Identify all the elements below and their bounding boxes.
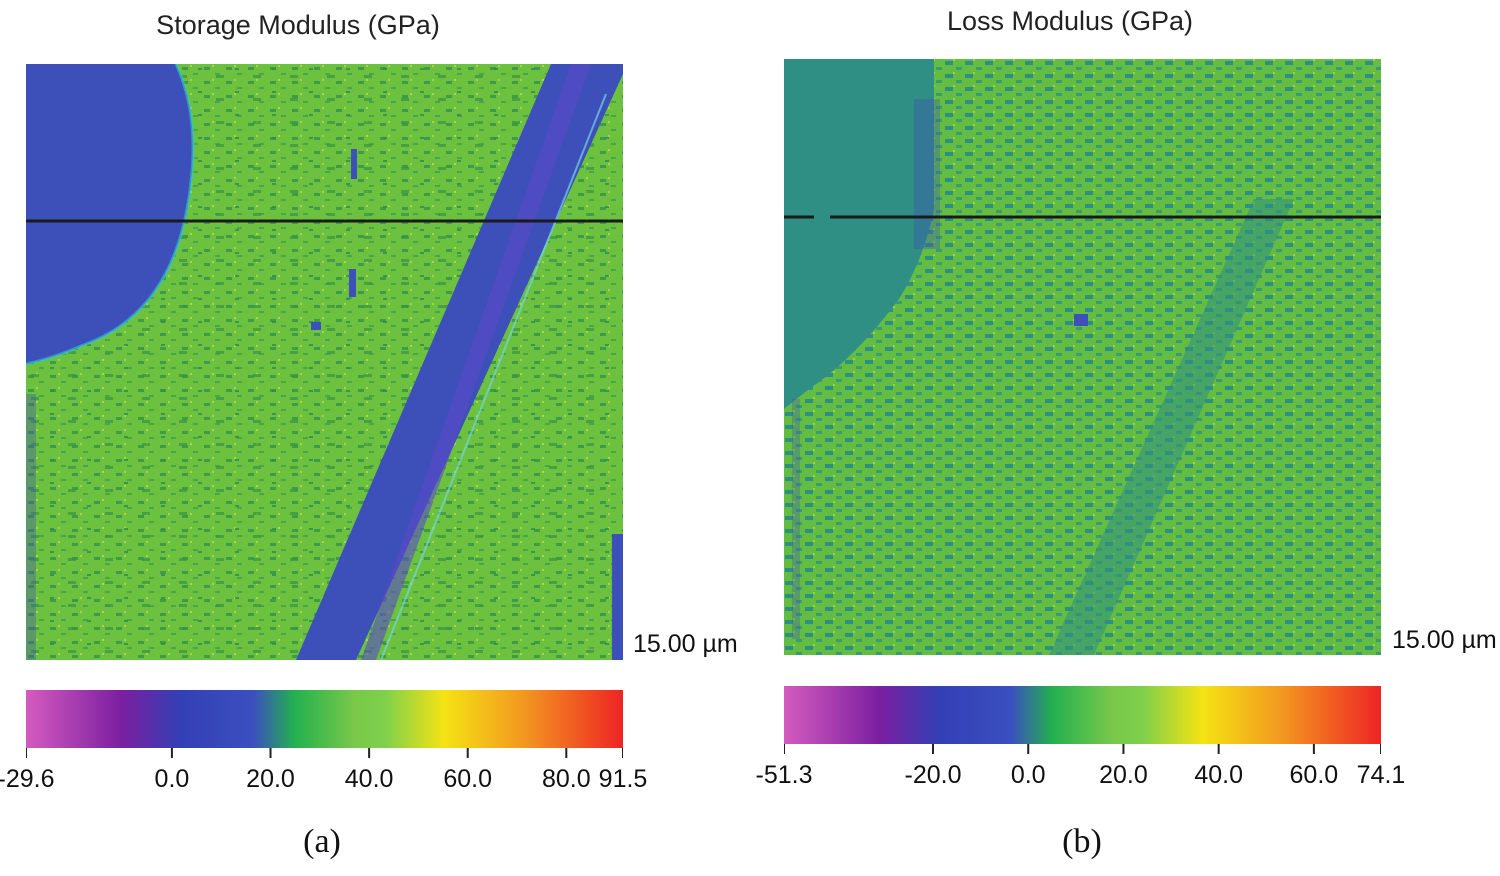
colorbar-tick-label: 20.0 — [246, 765, 295, 793]
colorbar-ticks — [26, 748, 623, 758]
panel-title: Storage Modulus (GPa) — [156, 10, 440, 40]
colorbar-tick-label: -51.3 — [755, 761, 813, 789]
colorbar-tick-label: 40.0 — [1194, 761, 1243, 789]
colorbar-tick-label: 60.0 — [1289, 761, 1339, 789]
scale-label: 15.00 µm — [1392, 626, 1497, 654]
colorbar-tick-label: 40.0 — [344, 765, 394, 793]
colorbar-tick-label: 80.0 — [541, 765, 591, 793]
panel-title: Loss Modulus (GPa) — [946, 6, 1194, 36]
loss-modulus-map — [784, 59, 1381, 655]
colorbar-tick-label: 0.0 — [154, 765, 190, 793]
colorbar-tick-label: 91.5 — [598, 765, 648, 793]
panel-caption: (a) — [303, 823, 341, 860]
colorbar-tick-label: -20.0 — [904, 761, 962, 789]
colorbar-tick-label: 60.0 — [443, 765, 493, 793]
colorbar-ticks — [784, 744, 1381, 754]
colorbar-tick-label: 0.0 — [1010, 761, 1046, 789]
scale-label: 15.00 µm — [633, 630, 738, 658]
colorbar-tick-label: -29.6 — [0, 765, 55, 793]
colorbar-tick-label: 74.1 — [1356, 761, 1406, 789]
storage-modulus-map — [26, 64, 623, 660]
panel-caption: (b) — [1062, 823, 1102, 860]
colorbar-tick-label: 20.0 — [1099, 761, 1148, 789]
colorbar-a — [26, 690, 623, 758]
colorbar-b — [784, 686, 1381, 754]
